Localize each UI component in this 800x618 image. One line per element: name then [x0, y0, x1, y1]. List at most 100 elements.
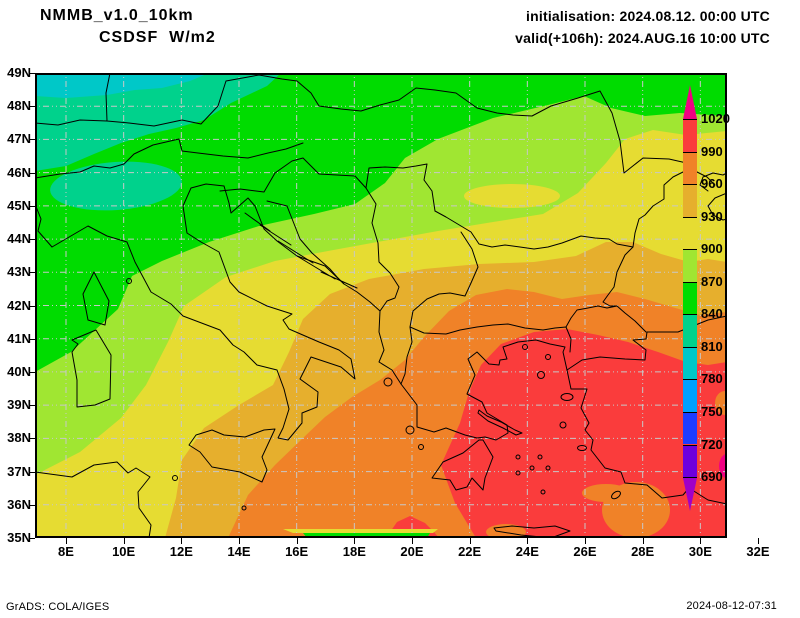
lat-tick-mark — [29, 538, 35, 539]
field-red-region — [441, 329, 727, 538]
lat-tick-mark — [29, 106, 35, 108]
lon-label: 28E — [631, 544, 655, 559]
lat-label: 47N — [7, 131, 31, 147]
island-rhodes — [611, 490, 621, 500]
lat-tick-mark — [29, 205, 35, 207]
colorbar-level-label: 1020 — [701, 111, 730, 126]
lon-label: 10E — [112, 544, 136, 559]
lat-tick-mark — [29, 504, 35, 506]
island-santorini — [540, 489, 546, 495]
field-teal-alps-patch — [50, 161, 182, 211]
generation-timestamp: 2024-08-12-07:31 — [686, 600, 777, 612]
lon-label: 22E — [458, 544, 482, 559]
colorbar-segment — [683, 346, 697, 380]
lon-tick-mark — [527, 538, 529, 544]
coastline-sicily — [188, 428, 276, 483]
lat-label: 44N — [7, 231, 31, 247]
island-cyclades-3 — [529, 465, 535, 471]
island-kefalonia — [405, 425, 415, 435]
lon-tick-mark — [239, 538, 240, 544]
lon-tick-mark — [66, 538, 67, 544]
border-bosnia — [266, 200, 345, 285]
border-danube — [434, 210, 634, 250]
lat-tick-mark — [29, 338, 35, 340]
lon-label: 30E — [688, 544, 712, 559]
lat-label: 41N — [7, 330, 31, 346]
colorbar-segment — [683, 411, 697, 445]
variable-title: CSDSF W/m2 — [99, 29, 216, 46]
field-yellow-bottom-strip — [283, 529, 438, 533]
island-cyclades-2 — [537, 454, 543, 460]
field-cyan-corner — [35, 73, 209, 98]
colorbar-level-label: 720 — [701, 436, 723, 452]
lat-label: 49N — [7, 65, 31, 80]
lat-tick-mark — [29, 305, 35, 307]
border-central-europe — [35, 73, 692, 174]
lat-label: 40N — [7, 363, 31, 379]
colorbar-segment — [683, 184, 697, 217]
coastline-peloponnese — [431, 439, 494, 491]
coastline-crete — [493, 525, 571, 538]
lon-tick-mark — [296, 538, 298, 544]
lat-label: 38N — [7, 430, 31, 446]
lon-label: 18E — [342, 544, 366, 559]
colorbar-segment — [683, 281, 697, 315]
lat-tick-mark — [29, 438, 35, 440]
island-elba — [126, 278, 132, 284]
lat-tick-mark — [29, 471, 35, 473]
island-zakynthos — [418, 444, 424, 450]
island-corfu — [383, 377, 393, 387]
field-orange-patch-edge — [715, 391, 727, 415]
field-orange-streak — [582, 484, 630, 502]
colorbar-level-label: 690 — [701, 469, 723, 485]
lat-label: 35N — [7, 530, 31, 545]
colorbar-segment — [683, 119, 697, 152]
colorbar-level-label: 900 — [701, 241, 723, 257]
model-title: NMMB_v1.0_10km — [40, 7, 194, 24]
field-yellow-romania-patch — [464, 184, 560, 208]
lat-tick-mark — [29, 272, 35, 274]
colorbar-segment — [683, 216, 697, 250]
border-macedonia-albania — [400, 231, 479, 385]
lat-label: 39N — [7, 397, 31, 413]
island-samothrace — [545, 354, 551, 360]
colorbar-level-label: 840 — [701, 306, 723, 322]
colorbar-level-label: 780 — [701, 371, 723, 387]
island-samos — [577, 445, 587, 451]
lat-tick-mark — [29, 371, 35, 373]
coastline-euboea — [477, 409, 523, 436]
lon-label: 8E — [58, 544, 74, 559]
colorbar — [683, 85, 697, 512]
colorbar-level-label: 810 — [701, 338, 723, 354]
lat-label: 42N — [7, 297, 31, 313]
coastline-sardinia — [71, 329, 112, 408]
lon-tick-mark — [700, 538, 702, 544]
colorbar-segment — [683, 379, 697, 412]
colorbar-top-arrow — [683, 85, 697, 119]
lat-tick-mark — [29, 73, 35, 74]
colorbar-bottom-arrow — [683, 478, 697, 512]
lon-tick-mark — [469, 538, 471, 544]
colorbar-segment — [683, 151, 697, 185]
lat-tick-mark — [29, 139, 35, 141]
init-time: initialisation: 2024.08.12. 00:00 UTC — [526, 8, 770, 24]
country-border-layer — [35, 73, 692, 385]
border-slovenia-hungary — [219, 157, 436, 212]
border-france-italy — [35, 203, 53, 248]
lat-label: 48N — [7, 98, 31, 114]
lat-label: 46N — [7, 164, 31, 180]
shaded-field-layer — [35, 73, 727, 538]
colorbar-level-label: 870 — [701, 273, 723, 289]
coastline-north-africa — [35, 461, 152, 538]
lat-tick-mark — [29, 172, 35, 174]
colorbar-level-label: 990 — [701, 143, 723, 159]
lon-label: 20E — [400, 544, 424, 559]
island-malta — [241, 505, 247, 511]
colorbar-bottom-line — [683, 477, 697, 479]
island-lesbos — [560, 393, 574, 401]
island-cyclades-1 — [515, 454, 521, 460]
map-frame — [35, 73, 727, 538]
coastline-corsica — [82, 271, 110, 326]
lon-label: 16E — [285, 544, 309, 559]
